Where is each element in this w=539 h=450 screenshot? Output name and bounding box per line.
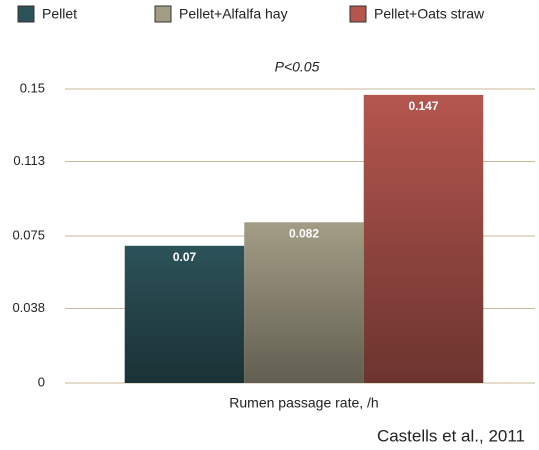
value-label: 0.07 bbox=[173, 250, 197, 264]
legend-swatch bbox=[154, 5, 172, 23]
value-label: 0.147 bbox=[408, 99, 438, 113]
legend-label: Pellet+Oats straw bbox=[374, 6, 485, 22]
annotation: P<0.05 bbox=[275, 59, 320, 75]
legend-label: Pellet bbox=[42, 6, 77, 22]
legend-label: Pellet+Alfalfa hay bbox=[179, 6, 288, 22]
y-tick-label: 0.075 bbox=[12, 227, 45, 242]
legend-swatch bbox=[349, 5, 367, 23]
y-tick-label: 0.113 bbox=[13, 153, 45, 168]
x-tick-label: Rumen passage rate, /h bbox=[229, 395, 378, 411]
value-label: 0.082 bbox=[289, 226, 319, 240]
y-tick-label: 0.038 bbox=[12, 300, 45, 315]
bar-shade bbox=[363, 94, 484, 383]
source: Castells et al., 2011 bbox=[377, 426, 525, 445]
bar-shade bbox=[124, 245, 245, 383]
bar-shade bbox=[244, 222, 364, 383]
y-tick-label: 0.15 bbox=[20, 80, 45, 95]
legend-swatch bbox=[17, 5, 35, 23]
y-tick-label: 0 bbox=[38, 374, 45, 389]
